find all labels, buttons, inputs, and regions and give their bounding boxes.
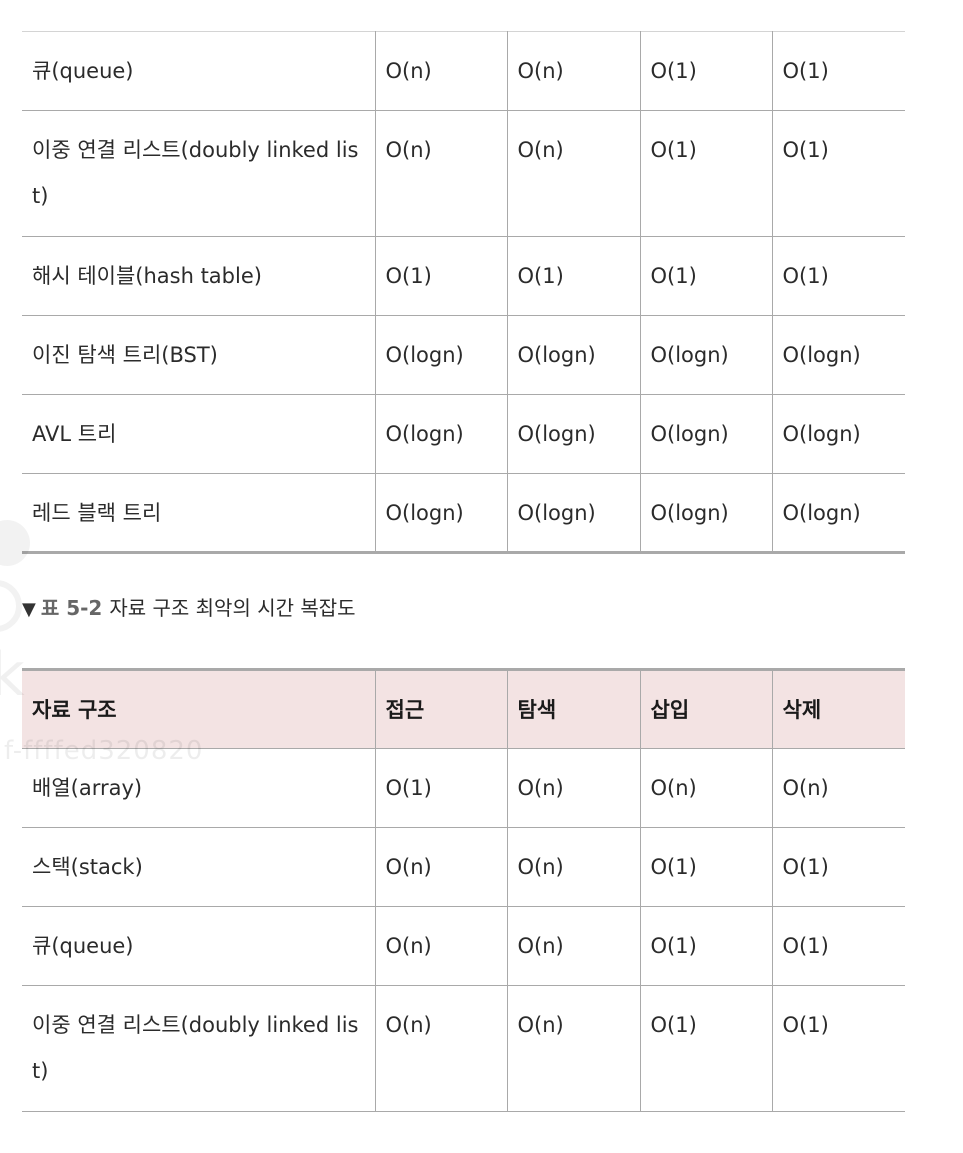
table-cell: 이중 연결 리스트(doubly linked list) — [22, 110, 375, 237]
table-cell: O(n) — [374, 906, 507, 986]
column-header: 자료 구조 — [22, 669, 375, 749]
table-cell: O(n) — [506, 906, 640, 986]
table-cell: O(logn) — [374, 473, 507, 554]
table-cell: O(logn) — [639, 394, 772, 474]
table-cell: O(1) — [639, 985, 772, 1112]
table-cell: O(1) — [639, 110, 772, 237]
table-row: 스택(stack) O(n) O(n) O(1) O(1) — [22, 827, 905, 907]
table-cell: 스택(stack) — [22, 827, 375, 907]
table-cell: O(n) — [374, 31, 507, 111]
table-row: 이중 연결 리스트(doubly linked list) O(n) O(n) … — [22, 110, 905, 237]
table-cell: O(1) — [771, 236, 905, 316]
table-cell: O(n) — [506, 827, 640, 907]
column-header: 삽입 — [639, 669, 772, 749]
table-cell: O(1) — [639, 906, 772, 986]
table-cell: 큐(queue) — [22, 31, 375, 111]
table-cell: O(logn) — [374, 315, 507, 395]
table-row: 배열(array) O(1) O(n) O(n) O(n) — [22, 748, 905, 828]
table-cell: O(1) — [771, 827, 905, 907]
table-row: 레드 블랙 트리 O(logn) O(logn) O(logn) O(logn) — [22, 473, 905, 554]
table-cell: O(logn) — [771, 315, 905, 395]
caption-text: 자료 구조 최악의 시간 복잡도 — [109, 596, 356, 620]
table-cell: O(logn) — [639, 315, 772, 395]
worst-case-complexity-table: 자료 구조 접근 탐색 삽입 삭제 배열(array) O(1) O(n) O(… — [22, 668, 905, 1112]
table-cell: 레드 블랙 트리 — [22, 473, 375, 554]
table-cell: 이진 탐색 트리(BST) — [22, 315, 375, 395]
column-header: 탐색 — [506, 669, 640, 749]
table-cell: 큐(queue) — [22, 906, 375, 986]
table-cell: 이중 연결 리스트(doubly linked list) — [22, 985, 375, 1112]
table-cell: O(logn) — [639, 473, 772, 554]
table-cell: O(n) — [506, 985, 640, 1112]
table-cell: O(n) — [374, 985, 507, 1112]
table-cell: O(n) — [506, 748, 640, 828]
table-row: 이진 탐색 트리(BST) O(logn) O(logn) O(logn) O(… — [22, 315, 905, 395]
table-cell: O(n) — [506, 31, 640, 111]
table-cell: O(n) — [374, 827, 507, 907]
table-cell: O(n) — [374, 110, 507, 237]
table-cell: O(n) — [639, 748, 772, 828]
table-cell: 해시 테이블(hash table) — [22, 236, 375, 316]
table-cell: O(logn) — [506, 473, 640, 554]
caption-number: 표 5-2 — [40, 596, 103, 620]
table-cell: O(logn) — [506, 315, 640, 395]
table-cell: O(n) — [506, 110, 640, 237]
table-cell: O(1) — [771, 110, 905, 237]
table-row: 이중 연결 리스트(doubly linked list) O(n) O(n) … — [22, 985, 905, 1112]
watermark-ring — [0, 580, 22, 632]
table-row: 해시 테이블(hash table) O(1) O(1) O(1) O(1) — [22, 236, 905, 316]
table-row: AVL 트리 O(logn) O(logn) O(logn) O(logn) — [22, 394, 905, 474]
table-header-row: 자료 구조 접근 탐색 삽입 삭제 — [22, 669, 905, 749]
table-cell: O(logn) — [374, 394, 507, 474]
table-cell: O(1) — [639, 236, 772, 316]
table-cell: O(1) — [374, 748, 507, 828]
table-cell: O(1) — [639, 827, 772, 907]
table-caption: ▼ 표 5-2 자료 구조 최악의 시간 복잡도 — [22, 588, 356, 630]
column-header: 접근 — [374, 669, 507, 749]
table-cell: O(n) — [771, 748, 905, 828]
table-cell: O(logn) — [771, 473, 905, 554]
table-cell: O(1) — [771, 985, 905, 1112]
column-header: 삭제 — [771, 669, 905, 749]
table-continued: 큐(queue) O(n) O(n) O(1) O(1) 이중 연결 리스트(d… — [22, 31, 905, 554]
table-row: 큐(queue) O(n) O(n) O(1) O(1) — [22, 906, 905, 986]
table-cell: O(logn) — [771, 394, 905, 474]
table-cell: O(1) — [639, 31, 772, 111]
table-cell: O(1) — [374, 236, 507, 316]
table-cell: O(logn) — [506, 394, 640, 474]
table-cell: O(1) — [506, 236, 640, 316]
table-row: 큐(queue) O(n) O(n) O(1) O(1) — [22, 31, 905, 111]
table-cell: O(1) — [771, 906, 905, 986]
table-cell: O(1) — [771, 31, 905, 111]
table-cell: 배열(array) — [22, 748, 375, 828]
table-cell: AVL 트리 — [22, 394, 375, 474]
caption-marker: ▼ — [22, 599, 36, 620]
